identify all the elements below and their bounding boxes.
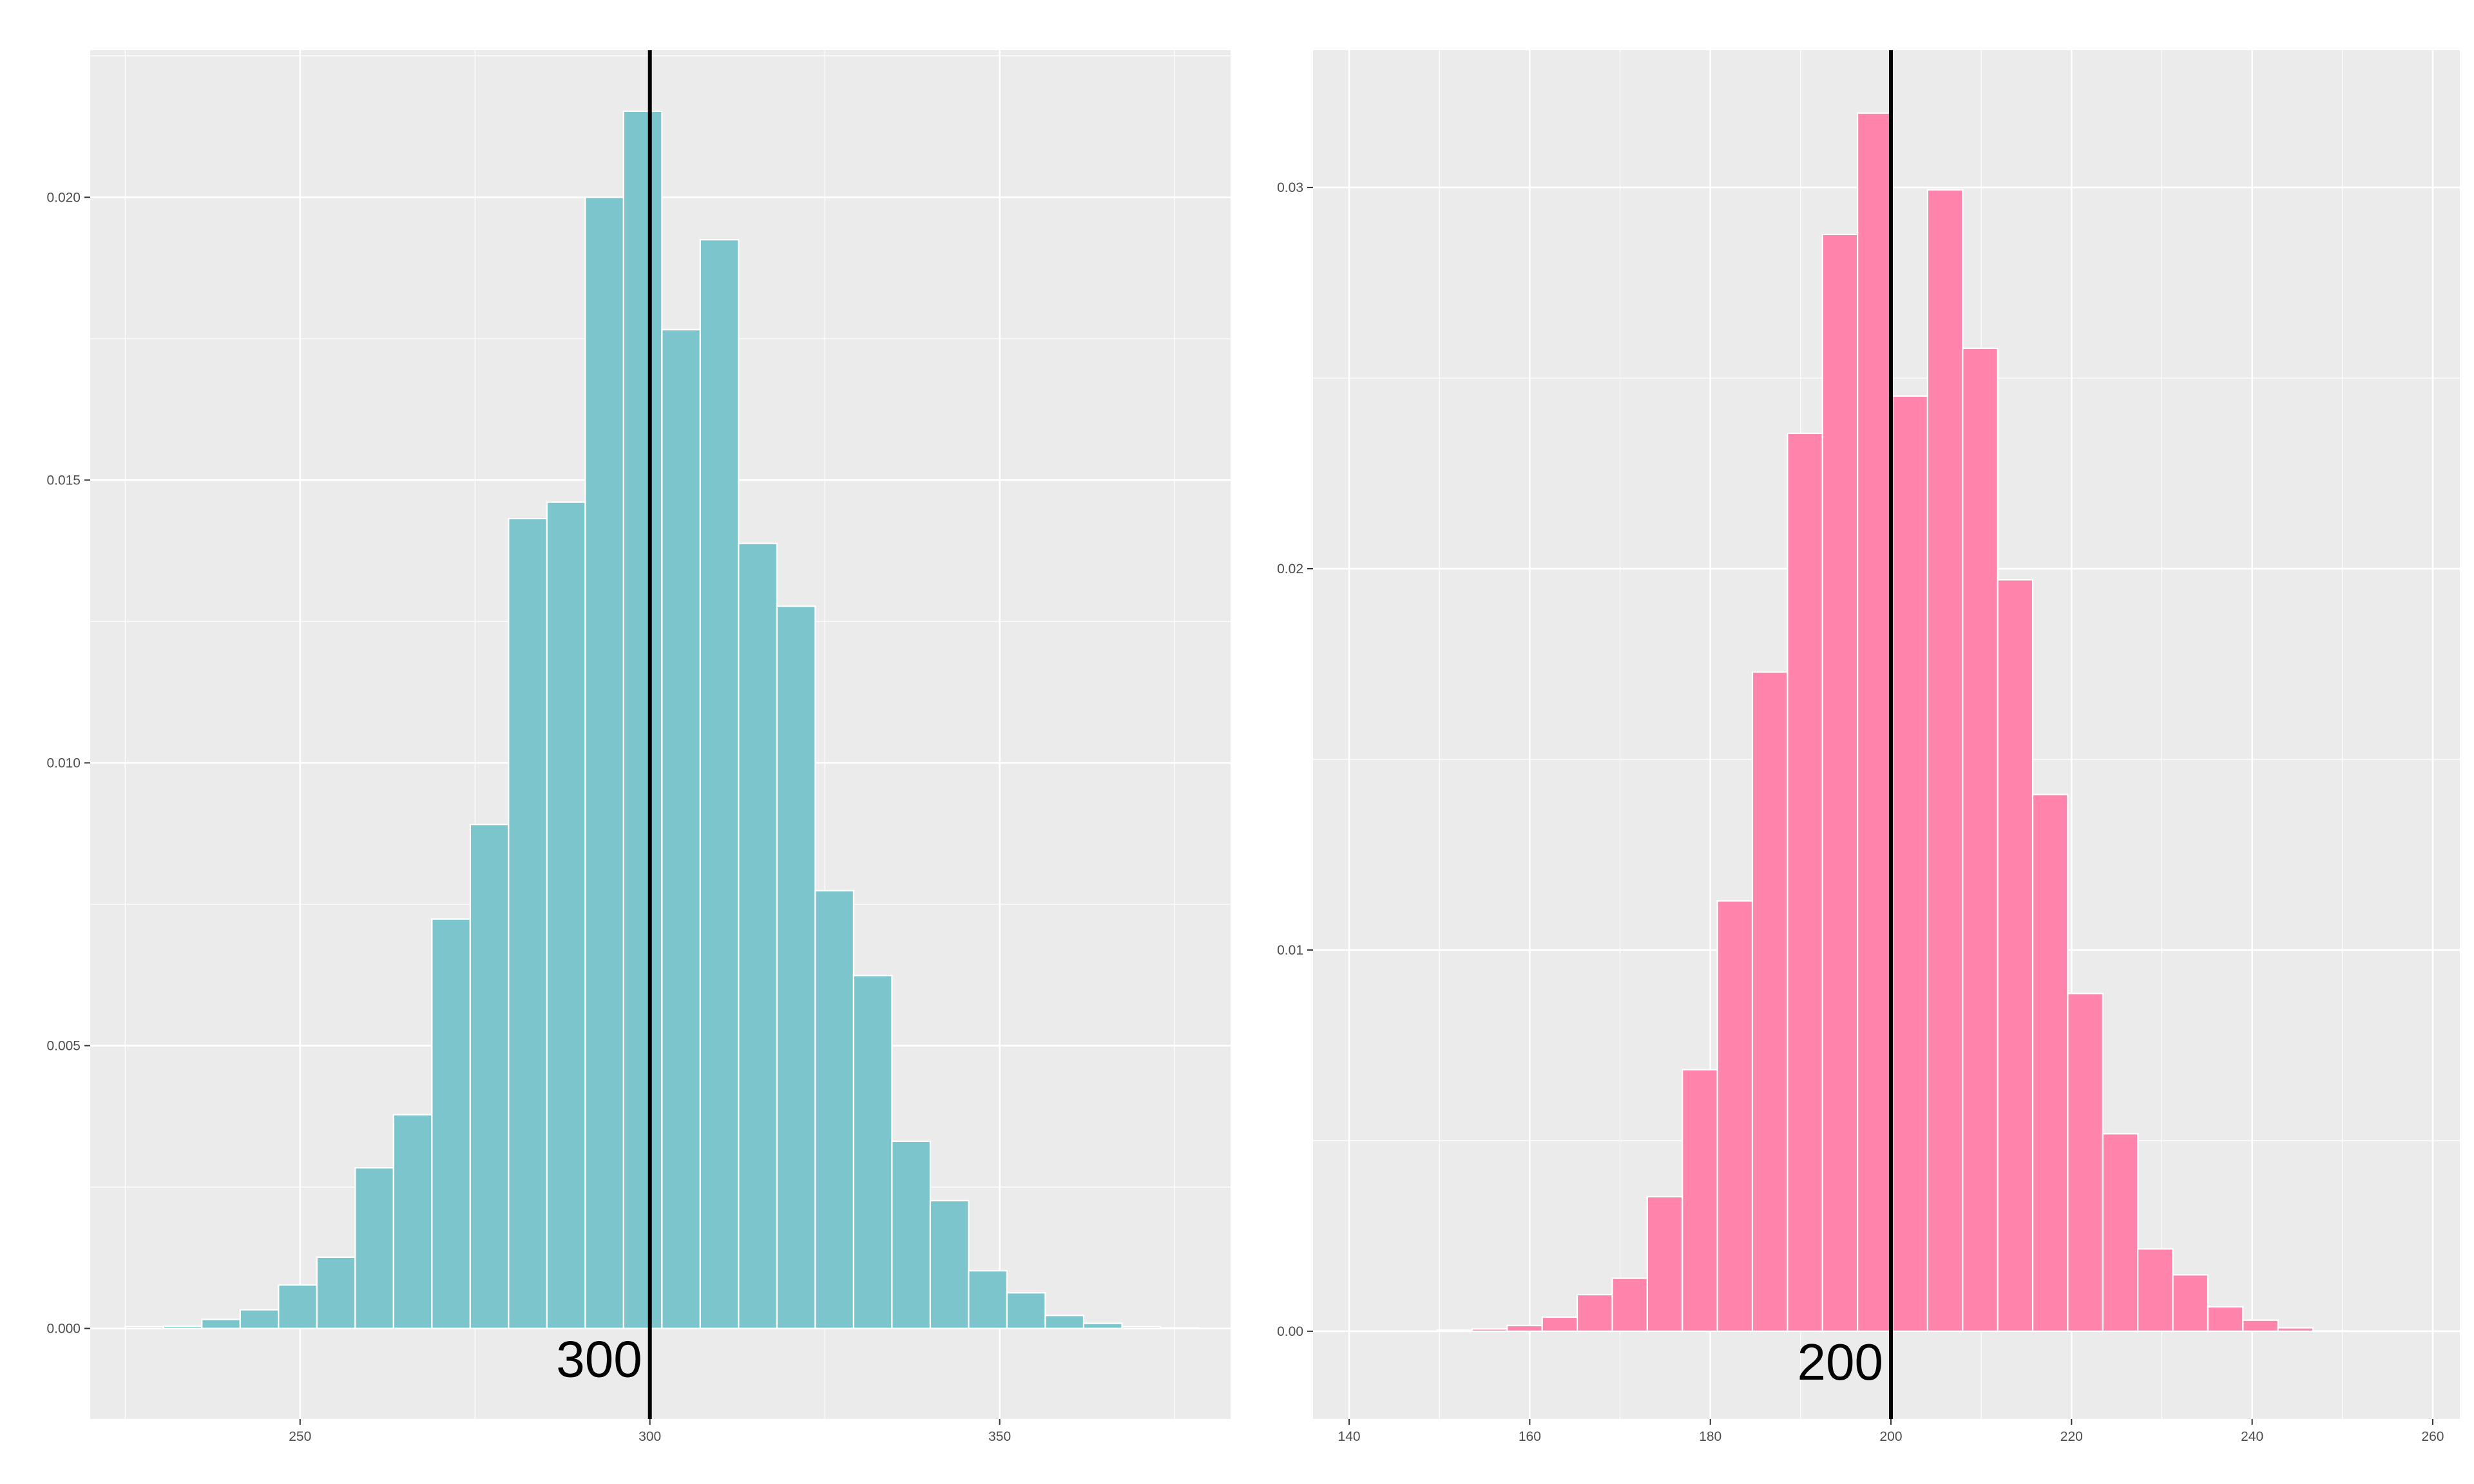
histogram-bar: [814, 889, 855, 1329]
histogram-bar: [2242, 1319, 2279, 1332]
histogram-bar: [1682, 1069, 1718, 1332]
histogram-bar: [1044, 1315, 1085, 1329]
histogram-bar: [1159, 1327, 1200, 1329]
x-tick-label: 260: [2421, 1429, 2444, 1444]
histogram-bar: [929, 1199, 970, 1329]
y-tick-label: 0.015: [46, 473, 81, 488]
y-tick-label: 0.010: [46, 756, 81, 770]
histogram-bar: [661, 328, 701, 1329]
x-tick-label: 180: [1699, 1429, 1721, 1444]
histogram-bar: [1787, 432, 1823, 1332]
histogram-bar: [1471, 1328, 1508, 1332]
histogram-bar: [2172, 1274, 2209, 1332]
histogram-panel-left: 0.000 0.005 0.010 0.015 0.020 250 300 350 300: [46, 50, 1231, 1444]
histogram-bar: [2207, 1306, 2244, 1332]
histogram-bar: [776, 605, 816, 1329]
x-tick-label: 160: [1519, 1429, 1541, 1444]
histogram-bar: [2102, 1133, 2139, 1332]
histogram-bar: [1857, 112, 1894, 1332]
histogram-bar: [162, 1325, 203, 1329]
histogram-bar: [546, 501, 586, 1329]
histogram-bar: [354, 1167, 394, 1329]
y-tick-label: 0.00: [1277, 1324, 1303, 1339]
histogram-bar: [392, 1114, 433, 1329]
y-tick-label: 0.01: [1277, 943, 1303, 958]
histogram-bar: [891, 1140, 932, 1329]
histogram-bar: [316, 1256, 356, 1329]
histogram-bar: [1611, 1277, 1648, 1332]
histogram-bar: [1821, 233, 1859, 1332]
histogram-bar: [278, 1284, 318, 1329]
histogram-bar: [124, 1326, 164, 1329]
x-tick-label: 250: [289, 1429, 311, 1444]
x-tick-label: 200: [1879, 1429, 1902, 1444]
histogram-bar: [1716, 900, 1754, 1332]
histogram-bar: [1997, 579, 2034, 1332]
histogram-bar: [2067, 993, 2104, 1332]
histogram-bar: [584, 196, 624, 1329]
x-tick-label: 140: [1338, 1429, 1361, 1444]
histogram-bar: [2277, 1327, 2314, 1332]
histogram-bar: [622, 110, 663, 1329]
histogram-bar: [2031, 794, 2069, 1332]
histogram-bar: [201, 1318, 241, 1329]
histogram-bar: [1006, 1292, 1046, 1329]
reference-line-label: 300: [556, 1331, 642, 1388]
histogram-bar: [852, 975, 893, 1329]
histogram-bar: [1962, 347, 1999, 1332]
histogram-bar: [1436, 1329, 1473, 1332]
histogram-bar: [2137, 1248, 2174, 1332]
x-tick-label: 350: [988, 1429, 1011, 1444]
histogram-bar: [469, 824, 510, 1329]
y-tick-label: 0.000: [46, 1322, 81, 1337]
histogram-bar: [1892, 395, 1929, 1332]
histogram-bar: [1646, 1195, 1683, 1332]
y-tick-label: 0.03: [1277, 180, 1303, 195]
histogram-bar: [1751, 671, 1788, 1332]
histogram-bar: [699, 239, 740, 1329]
histogram-bar: [508, 517, 548, 1329]
histogram-bar: [1926, 189, 1964, 1332]
histogram-panel-right: 0.00 0.01 0.02 0.03 140 160 180 200 220 240 260 200: [1277, 50, 2460, 1444]
histogram-bar: [431, 918, 471, 1329]
histogram-bar: [1082, 1322, 1123, 1329]
x-tick-label: 300: [638, 1429, 661, 1444]
histogram-bar: [738, 542, 778, 1329]
x-tick-label: 240: [2241, 1429, 2263, 1444]
histogram-bar: [968, 1270, 1008, 1329]
histogram-bar: [1541, 1316, 1578, 1332]
y-tick-label: 0.005: [46, 1038, 81, 1053]
reference-line-label: 200: [1798, 1333, 1883, 1391]
histogram-bar: [1121, 1326, 1162, 1329]
y-tick-label: 0.020: [46, 190, 81, 205]
histogram-bar: [239, 1309, 280, 1329]
y-tick-label: 0.02: [1277, 562, 1303, 576]
x-tick-label: 220: [2060, 1429, 2083, 1444]
histogram-bar: [1506, 1324, 1543, 1332]
histogram-bar: [1577, 1293, 1613, 1332]
